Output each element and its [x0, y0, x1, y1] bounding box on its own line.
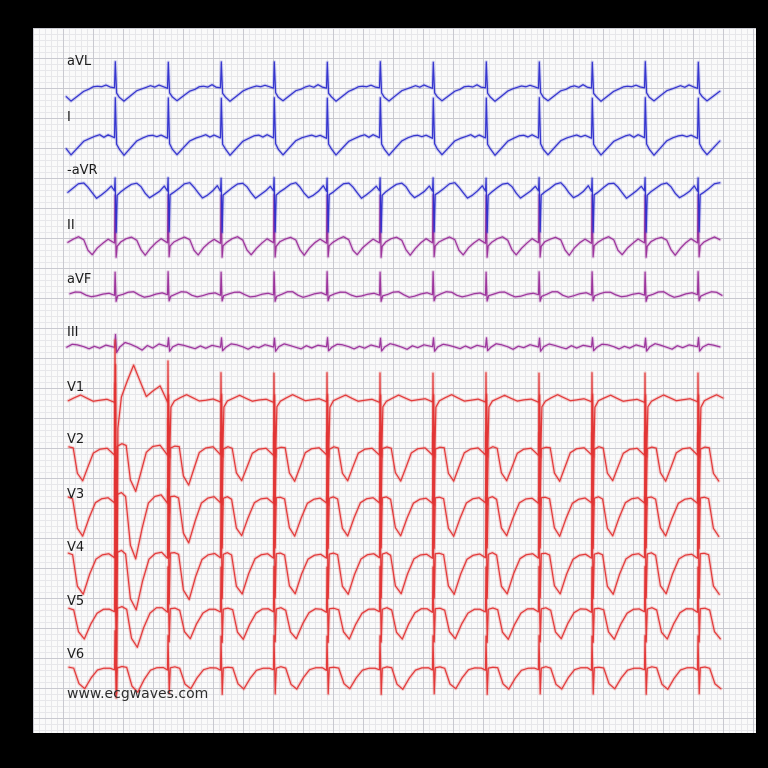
trace-I-halo: [64, 95, 722, 158]
lead-label-V2: V2: [67, 432, 85, 447]
lead-label-V6: V6: [67, 647, 85, 662]
ecg-traces: [64, 60, 725, 700]
trace-II-halo: [66, 192, 722, 259]
trace-III-halo: [65, 332, 722, 355]
trace-I: [65, 97, 721, 156]
trace-aVL-halo: [64, 60, 722, 104]
trace-aVL: [65, 61, 721, 102]
lead-label-V3: V3: [67, 487, 85, 502]
lead-label-II: II: [67, 218, 75, 233]
lead-label-V4: V4: [67, 540, 85, 555]
lead-label-aVF: aVF: [67, 272, 92, 287]
watermark-text: www.ecgwaves.com: [67, 686, 209, 702]
lead-label-I: I: [67, 110, 71, 125]
lead-label-aVL: aVL: [67, 54, 92, 69]
trace-II: [67, 194, 721, 258]
lead-label-V5: V5: [67, 594, 85, 609]
lead-label-III: III: [67, 325, 79, 340]
lead-label--aVR: -aVR: [67, 163, 98, 178]
lead-label-V1: V1: [67, 380, 85, 395]
ecg-grid-paper: www.ecgwaves.com aVL I -aVR II aVF III V1 V2 V3 V…: [33, 28, 756, 733]
